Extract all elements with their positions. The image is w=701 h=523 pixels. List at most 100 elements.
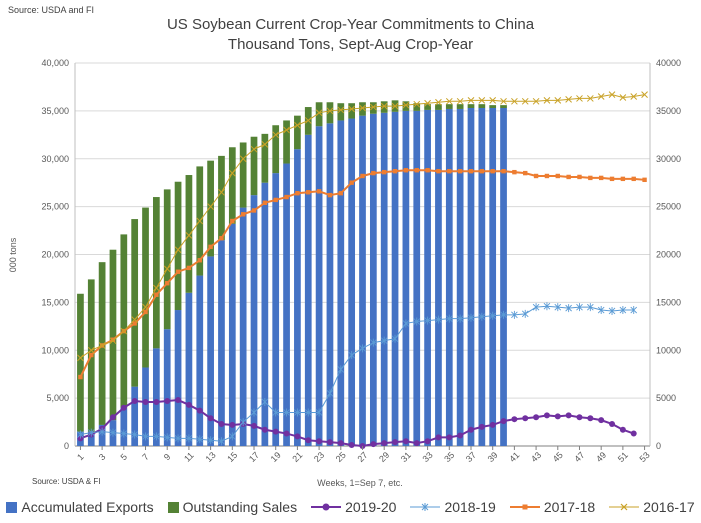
point-2019-20 <box>522 415 529 422</box>
point-2016-17 <box>163 265 171 273</box>
bar-accumulated-exports <box>87 431 95 446</box>
point-2018-19 <box>87 428 95 437</box>
point-2017-18 <box>631 176 636 182</box>
point-2018-19 <box>391 334 399 343</box>
legend-label: Outstanding Sales <box>182 499 298 515</box>
point-2019-20 <box>467 426 474 433</box>
point-2018-19 <box>543 302 551 311</box>
point-2016-17 <box>142 303 149 311</box>
point-2016-17 <box>521 97 529 105</box>
legend-label: 2017-18 <box>543 499 596 515</box>
point-2017-18 <box>284 194 289 200</box>
x-tick-label: 51 <box>616 450 630 464</box>
point-2018-19 <box>521 309 529 318</box>
legend-item-2016-17: 2016-17 <box>609 499 695 515</box>
x-tick-label: 19 <box>269 450 283 464</box>
bar-accumulated-exports <box>131 386 139 446</box>
x-tick-label: 49 <box>594 450 608 464</box>
bar-accumulated-exports <box>326 123 334 446</box>
x-tick-label: 25 <box>334 450 348 464</box>
point-2016-17 <box>391 102 399 110</box>
bar-accumulated-exports <box>196 275 204 446</box>
bar-outstanding-sales <box>294 115 301 150</box>
point-2016-17 <box>294 121 301 129</box>
point-2017-18 <box>327 192 333 198</box>
point-2018-19 <box>304 408 312 417</box>
bar-accumulated-exports <box>402 110 410 446</box>
x-tick-label: 5 <box>119 452 130 463</box>
point-2016-17 <box>283 126 290 134</box>
point-2017-18 <box>588 175 593 181</box>
source-note-bottom: Source: USDA & FI <box>32 477 101 486</box>
point-2016-17 <box>87 346 95 354</box>
legend-label: Accumulated Exports <box>21 499 154 515</box>
point-2019-20 <box>261 426 268 433</box>
chart-subtitle: Thousand Tons, Sept-Aug Crop-Year <box>227 36 474 53</box>
point-2018-19 <box>142 432 149 441</box>
point-2018-19 <box>413 317 421 326</box>
bar-accumulated-exports <box>467 108 475 446</box>
point-2019-20 <box>164 397 171 404</box>
point-2018-19 <box>98 427 106 436</box>
bar-accumulated-exports <box>445 108 453 447</box>
point-2018-19 <box>445 314 453 323</box>
point-2019-20 <box>272 428 279 435</box>
point-2017-18 <box>468 168 474 174</box>
point-2016-17 <box>445 97 453 105</box>
point-2018-19 <box>554 303 562 312</box>
bar-outstanding-sales <box>424 104 431 110</box>
point-2016-17 <box>413 100 421 108</box>
point-2016-17 <box>304 117 312 124</box>
point-2016-17 <box>196 217 204 225</box>
point-2017-18 <box>143 309 148 315</box>
point-2018-19 <box>565 304 572 313</box>
y-tick-label: 30,000 <box>41 154 69 164</box>
x-tick-label: 43 <box>529 450 543 464</box>
point-2017-18 <box>425 168 430 173</box>
bar-outstanding-sales <box>413 103 421 111</box>
point-2019-20 <box>175 397 182 404</box>
point-2018-19 <box>174 434 182 443</box>
bar-outstanding-sales <box>153 197 160 349</box>
point-2017-18 <box>447 168 452 174</box>
point-2019-20 <box>392 439 399 446</box>
point-2016-17 <box>369 103 377 111</box>
point-2018-19 <box>109 428 117 437</box>
y2-tick-label: 5000 <box>656 393 676 403</box>
point-2019-20 <box>326 439 333 446</box>
point-2016-17 <box>348 105 356 113</box>
point-2016-17 <box>239 155 247 163</box>
point-2017-18 <box>338 191 344 196</box>
bar-outstanding-sales <box>478 104 486 109</box>
x-tick-label: 7 <box>140 452 151 463</box>
series-line-2018-19 <box>80 305 634 442</box>
point-2017-18 <box>479 168 485 174</box>
bar-accumulated-exports <box>272 173 280 447</box>
point-2016-17 <box>576 95 583 102</box>
point-2016-17 <box>207 203 214 210</box>
point-2016-17 <box>619 94 627 101</box>
point-2016-17 <box>380 102 388 110</box>
legend-item-2019-20: 2019-20 <box>311 499 396 515</box>
point-2018-19 <box>402 319 410 328</box>
point-2019-20 <box>457 432 464 439</box>
source-note-top: Source: USDA and FI <box>8 5 95 15</box>
bar-outstanding-sales <box>272 125 280 174</box>
bar-outstanding-sales <box>239 142 247 208</box>
y2-tick-label: 25000 <box>656 202 681 212</box>
point-2016-17 <box>120 327 128 335</box>
point-2017-18 <box>555 173 560 179</box>
point-2019-20 <box>120 404 127 411</box>
legend-label: 2018-19 <box>444 499 496 515</box>
bar-outstanding-sales <box>283 120 290 164</box>
point-2018-19 <box>153 432 160 441</box>
point-2018-19 <box>294 408 301 417</box>
legend-line-marker <box>311 503 342 511</box>
point-2019-20 <box>283 430 290 437</box>
point-2016-17 <box>435 98 442 106</box>
point-2018-19 <box>587 303 594 312</box>
legend-item-outstanding-sales: Outstanding Sales <box>167 499 298 515</box>
point-2019-20 <box>207 415 214 422</box>
point-2019-20 <box>500 418 507 425</box>
point-2016-17 <box>174 246 182 254</box>
